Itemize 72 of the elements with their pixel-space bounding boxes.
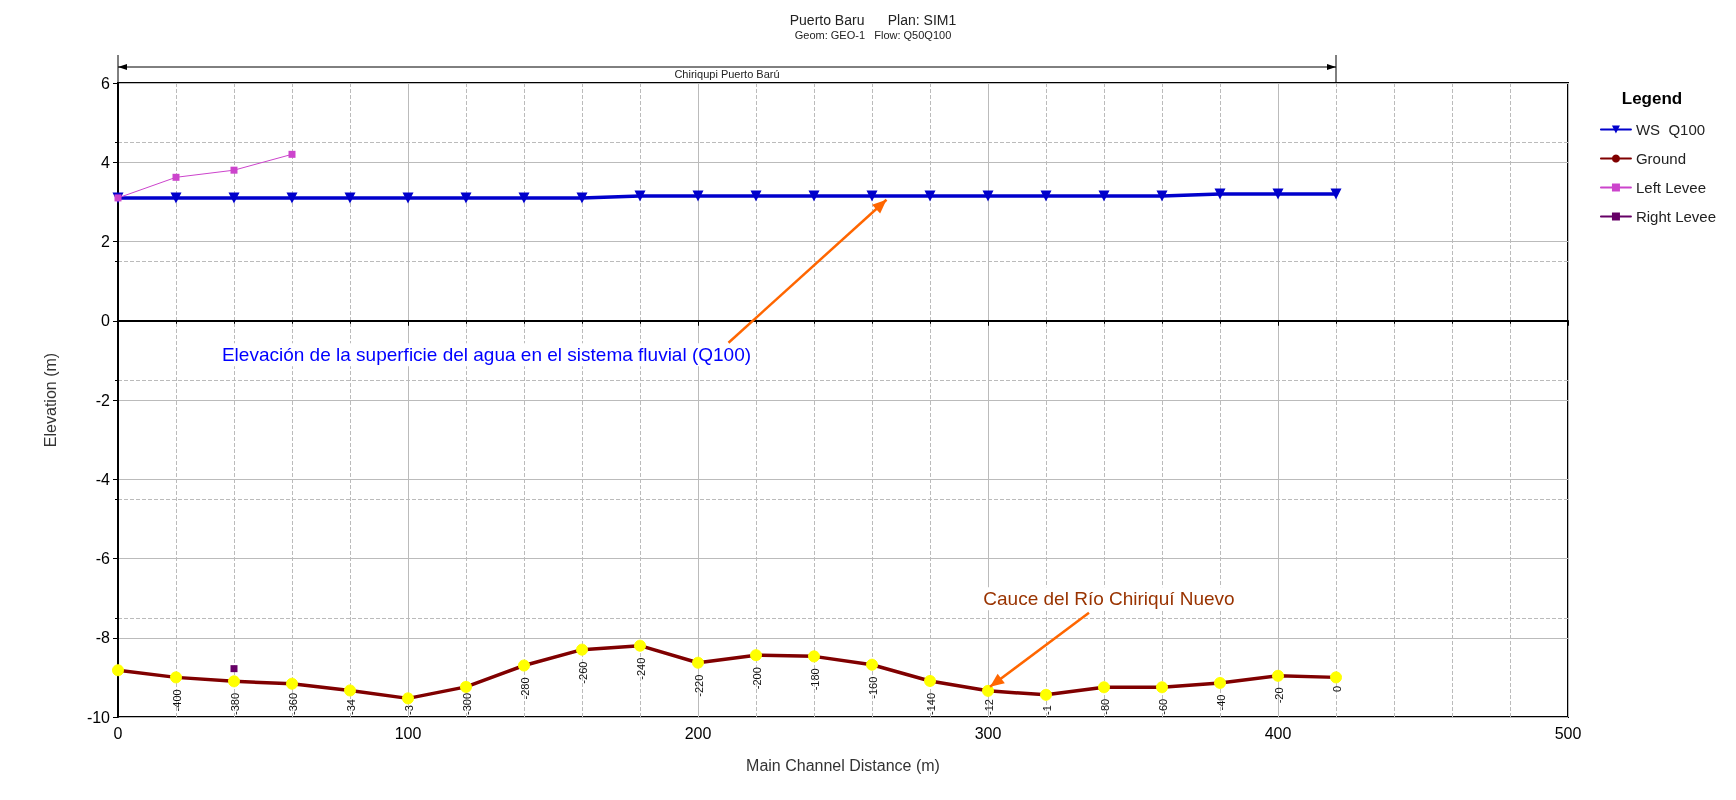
annotation: -260 [577,661,589,684]
y-tick-label: -10 [86,708,111,726]
x-tick-label: 100 [394,724,422,742]
annotation: -12 [983,699,995,715]
annotation: -80 [1099,698,1111,715]
annotation: -20 [1273,687,1285,704]
annotation: -180 [809,668,821,691]
annotation: -1 [1041,705,1053,715]
legend-title: Legend [1621,88,1683,108]
point [576,192,588,204]
point [1214,188,1226,200]
point [924,190,936,202]
y-tick-label: -4 [95,470,111,488]
x-axis-title: Main Channel Distance (m) [746,756,940,774]
text: Chiriqupi Puerto Barú [674,67,780,80]
legend-label: Ground [1635,150,1686,167]
y-tick-label: 6 [101,74,111,92]
point [172,173,180,181]
annotation: -220 [693,674,705,697]
annotation: -280 [519,677,531,700]
point [460,192,472,204]
annotation: -140 [925,692,937,715]
point [808,190,820,202]
point [518,192,530,204]
y-tick-label: 0 [101,312,111,330]
y-tick-label: 4 [101,153,111,171]
point [344,192,356,204]
y-tick-label: 2 [101,233,111,250]
y-tick-label: -2 [95,391,111,409]
annotation: -160 [867,676,879,699]
point [228,192,240,204]
annotation: -300 [461,692,473,715]
point [634,190,646,202]
point [1272,188,1284,200]
annotation: -200 [751,667,763,690]
annotation: -400 [171,689,183,712]
point [170,192,182,204]
x-tick-label: 200 [684,724,712,742]
chart-subtitle: Geom: GEO-1 Flow: Q50Q100 [794,28,952,41]
annotation: Cauce del Río Chiriquí Nuevo [983,588,1235,610]
annotation: -40 [1215,694,1227,711]
annotation: 0 [1331,685,1343,692]
chart-title: Puerto Baru Plan: SIM1 [789,12,957,28]
legend-label: Right Levee [1635,208,1717,225]
annotation: -380 [229,692,241,715]
point [1098,190,1110,202]
point [1330,188,1342,200]
x-tick-label: 0 [113,724,123,742]
legend-label: Left Levee [1635,179,1707,196]
annotation: -34 [345,699,357,715]
point [286,192,298,204]
point [982,190,994,202]
annotation: -240 [635,657,647,680]
point [1040,190,1052,202]
y-tick-label: -8 [95,629,111,647]
x-tick-label: 300 [974,724,1002,742]
annotation: -3 [403,705,415,715]
legend-label: WS Q100 [1635,121,1706,138]
annotation: -360 [287,692,299,715]
y-axis-title: Elevation (m) [41,352,59,448]
point [230,166,238,174]
point [402,192,414,204]
point [692,190,704,202]
point [866,190,878,202]
point [288,150,296,158]
x-tick-label: 500 [1554,724,1582,742]
x-tick-label: 400 [1264,724,1292,742]
y-tick-label: -6 [95,550,111,567]
point [750,190,762,202]
point [1156,190,1168,202]
annotation: -60 [1157,698,1169,715]
annotation: Elevación de la superficie del agua en el sistema fluvial (Q100) [221,344,752,366]
